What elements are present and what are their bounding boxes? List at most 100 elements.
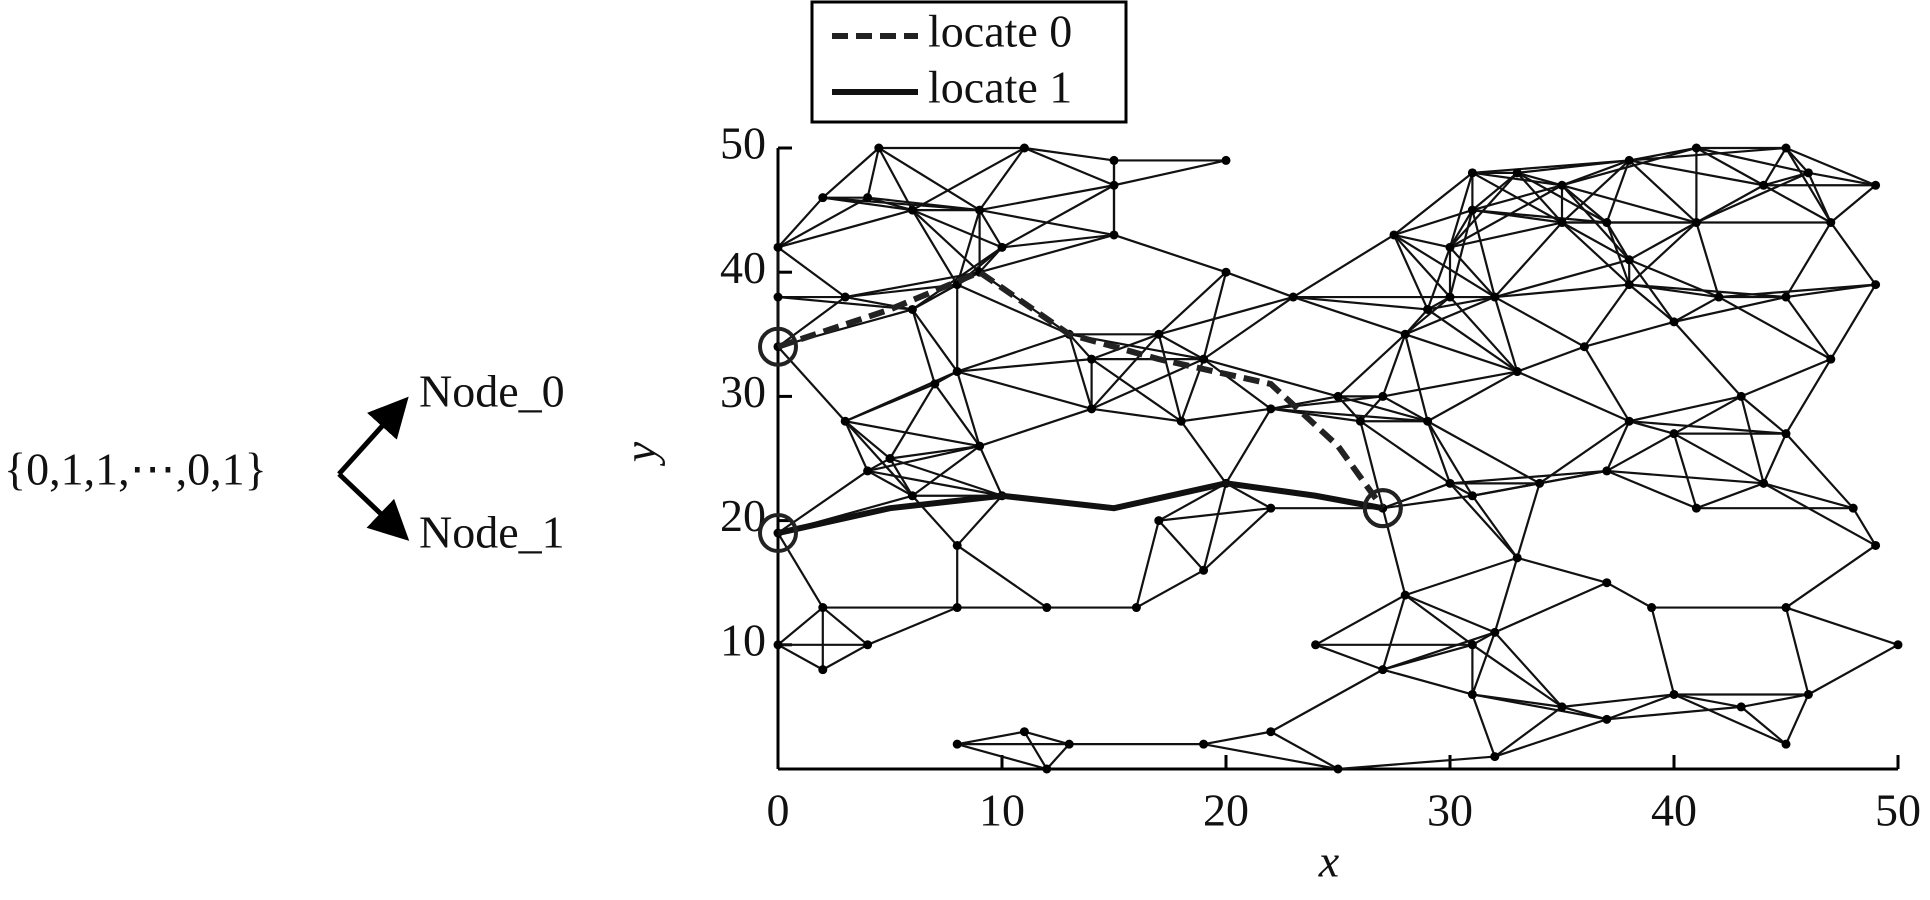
edge — [1135, 520, 1160, 608]
edge — [1113, 233, 1227, 274]
edge — [1404, 333, 1518, 373]
edge — [1337, 333, 1406, 398]
edge — [1404, 334, 1429, 422]
edge — [1785, 147, 1810, 174]
edge — [1605, 221, 1631, 261]
node — [1512, 168, 1522, 178]
edge — [1315, 594, 1406, 646]
node — [1557, 702, 1567, 712]
encoding: {0,1,1,⋯,0,1} — [4, 444, 267, 495]
node — [1490, 752, 1500, 762]
edge — [1393, 234, 1496, 298]
edge — [911, 445, 981, 497]
legend-label: locate 0 — [928, 6, 1072, 57]
edge — [1292, 295, 1406, 336]
edge — [1494, 706, 1563, 758]
node — [1624, 416, 1634, 426]
edge — [1494, 581, 1608, 634]
edge — [1785, 544, 1877, 609]
edge — [1471, 171, 1518, 211]
node — [1467, 168, 1477, 178]
edge — [1493, 557, 1519, 633]
node — [1781, 429, 1791, 439]
node — [1759, 180, 1769, 190]
edge — [1494, 258, 1630, 299]
node — [773, 292, 783, 302]
node — [773, 640, 783, 650]
edge — [956, 743, 1048, 771]
edge — [1270, 407, 1428, 423]
edge — [1203, 358, 1339, 398]
node — [1311, 640, 1321, 650]
edge — [1024, 146, 1115, 162]
edge — [1337, 755, 1495, 771]
edge — [1763, 482, 1877, 547]
edge — [1695, 222, 1720, 298]
edge — [1404, 594, 1474, 646]
edge — [1203, 743, 1339, 771]
node — [1535, 478, 1545, 488]
edge — [1023, 146, 1115, 187]
edge — [911, 209, 981, 274]
edge — [1494, 296, 1585, 348]
edge — [1628, 259, 1675, 323]
edge — [1158, 295, 1294, 336]
node — [1736, 702, 1746, 712]
edge — [1561, 159, 1630, 187]
edge — [978, 147, 1026, 211]
edge — [1785, 283, 1876, 299]
edge — [1404, 296, 1496, 336]
edge — [777, 308, 913, 348]
edge — [1427, 370, 1518, 423]
edge — [1516, 171, 1608, 224]
edge — [1785, 358, 1832, 435]
node — [907, 304, 917, 314]
node — [1669, 317, 1679, 327]
edge — [1516, 483, 1541, 559]
edge — [1762, 433, 1788, 484]
edge — [1448, 209, 1474, 298]
edge — [1561, 184, 1608, 224]
node — [1378, 391, 1388, 401]
node — [1467, 640, 1477, 650]
edge — [1606, 432, 1675, 472]
x-tick-label: 20 — [1203, 785, 1249, 836]
edge — [1629, 420, 1787, 435]
node — [1445, 478, 1455, 488]
edge — [822, 606, 869, 646]
edge — [1628, 221, 1697, 261]
route — [777, 268, 1386, 510]
edge — [777, 643, 824, 671]
node — [1109, 180, 1119, 190]
edge — [1382, 494, 1473, 510]
node — [1557, 180, 1567, 190]
edge — [1852, 507, 1877, 547]
edge — [1068, 333, 1093, 410]
edge — [1392, 234, 1429, 310]
node — [1042, 764, 1052, 774]
edge — [1270, 407, 1361, 423]
edge — [1203, 730, 1271, 746]
branch-label: Node_0 — [419, 366, 565, 417]
edge — [911, 147, 1025, 212]
edge — [1561, 693, 1675, 708]
edge — [1202, 358, 1272, 410]
node — [1781, 143, 1791, 153]
edge — [1202, 296, 1294, 361]
edge — [1393, 209, 1473, 236]
edge — [1561, 705, 1608, 721]
edge — [845, 271, 980, 299]
edge — [1449, 482, 1519, 559]
node — [907, 491, 917, 501]
node — [1266, 503, 1276, 513]
node — [1087, 354, 1097, 364]
node — [1781, 292, 1791, 302]
node — [840, 292, 850, 302]
edge — [1359, 420, 1384, 509]
edge — [889, 457, 1003, 497]
node — [1602, 218, 1612, 228]
edge — [845, 420, 980, 448]
edge — [822, 643, 869, 671]
route-end — [1362, 488, 1403, 529]
edge — [867, 445, 980, 472]
